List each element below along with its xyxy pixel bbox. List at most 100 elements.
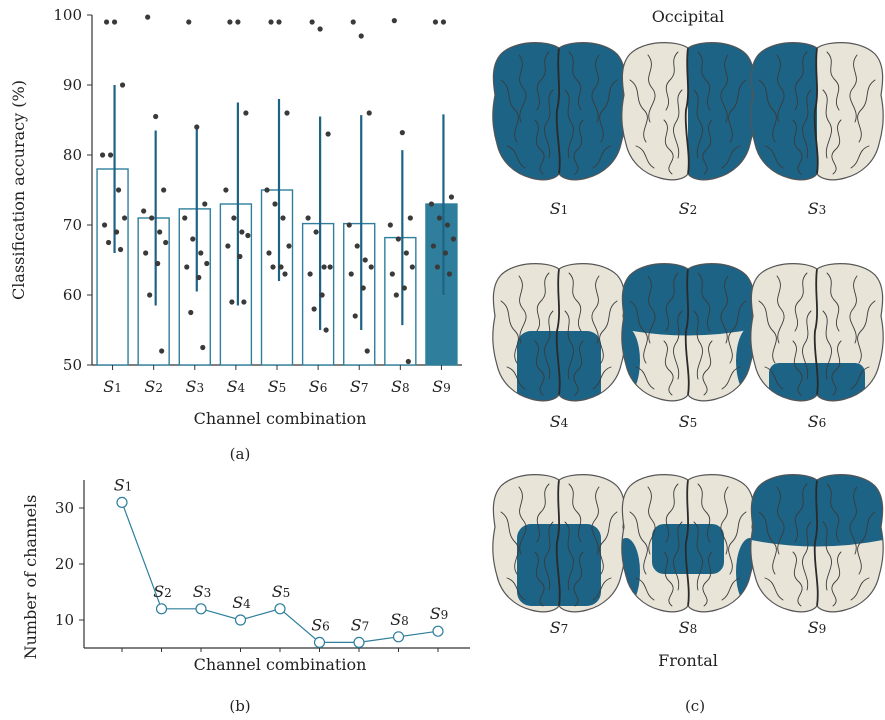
gyrus-line (635, 366, 655, 390)
gyrus-line (831, 551, 842, 607)
midline-fissure (555, 47, 561, 175)
x-tick-label: S2 (144, 377, 163, 396)
data-point (188, 309, 194, 316)
gyrus-line (506, 366, 526, 390)
data-point (430, 243, 437, 249)
line-point-s4 (234, 614, 247, 626)
midline-fissure (555, 268, 561, 396)
gyrus-line (849, 275, 858, 344)
x-tick-label: S4 (227, 377, 246, 396)
data-point (362, 257, 368, 263)
gyrus-line (721, 366, 741, 390)
y-tick-label: 20 (55, 555, 74, 573)
gyrus-line (544, 521, 554, 591)
gyrus-line (568, 272, 582, 332)
brain-montage-grid: Occipital Frontal (c) S1 S2 S3 S4 S5 S6 S7 S8 S9 (492, 7, 884, 715)
region-temporal-left (621, 327, 640, 395)
gyrus-line (849, 486, 858, 555)
data-point (432, 19, 439, 25)
gyrus-line (544, 89, 554, 159)
x-tick-label: S5 (268, 377, 287, 396)
data-point (282, 271, 288, 277)
data-point (149, 215, 155, 221)
data-point (395, 236, 401, 242)
brain-s8 (621, 474, 755, 613)
gyrus-line (534, 119, 545, 175)
data-point (237, 253, 243, 260)
gyrus-line (792, 119, 803, 175)
gyrus-line (536, 272, 550, 332)
data-point (190, 236, 196, 242)
line-point-s7 (353, 636, 365, 649)
gyrus-line (850, 577, 870, 601)
data-point (202, 201, 208, 207)
gyrus-line (534, 340, 545, 396)
point-label: S1 (114, 475, 133, 494)
data-point (111, 19, 118, 25)
midline-fissure (684, 47, 690, 175)
data-point (346, 222, 352, 228)
data-point (198, 250, 204, 256)
gyrus-line (564, 89, 574, 159)
gyrus-line (647, 486, 656, 555)
data-point (387, 222, 393, 228)
data-point (319, 292, 325, 298)
selected-regions (517, 524, 601, 606)
gyrus-line (506, 145, 526, 169)
region-left (492, 42, 559, 180)
data-point (391, 18, 397, 24)
data-point (225, 243, 231, 249)
region-right (559, 42, 626, 180)
gyrus-line (663, 551, 674, 607)
data-point (348, 271, 354, 277)
region-temporal-right (736, 538, 755, 606)
line-point-s1 (116, 496, 128, 508)
selected-regions (621, 524, 755, 606)
midline-fissure (555, 479, 561, 607)
gyrus-line (758, 300, 777, 364)
line-series (116, 496, 444, 649)
gyrus-line (728, 511, 747, 575)
gyrus-line (564, 521, 574, 591)
gyrus-line (850, 366, 870, 390)
gyrus-line (518, 486, 527, 555)
y-tick-label: 50 (63, 356, 82, 374)
line-point-s3 (195, 603, 207, 615)
data-point (350, 19, 356, 25)
data-point (264, 187, 270, 193)
data-point (266, 250, 272, 256)
gyrus-line (802, 521, 812, 591)
gyrus-line (592, 145, 612, 169)
y-tick-label: 80 (63, 146, 82, 164)
data-point (284, 110, 290, 116)
brain-s5 (621, 263, 755, 402)
error-bar-series (113, 85, 445, 330)
frontal-label: Frontal (658, 651, 718, 670)
selected-regions (492, 42, 626, 180)
gyrus-line (857, 511, 876, 575)
gyrus-line (792, 551, 803, 607)
data-point (223, 187, 229, 193)
x-axis-label: Channel combination (194, 655, 367, 674)
point-label: S5 (272, 582, 291, 601)
region-left (750, 42, 817, 180)
gyrus-line (629, 79, 648, 143)
brain-s3 (750, 42, 884, 181)
data-point (307, 271, 313, 277)
data-point (311, 306, 317, 312)
data-point (366, 110, 372, 116)
gyrus-line (857, 79, 876, 143)
gyrus-line (776, 486, 785, 555)
gyrus-line (564, 310, 574, 380)
gyrus-line (635, 145, 655, 169)
data-point (155, 260, 161, 267)
region-occipital-band (750, 474, 884, 547)
gyrus-line (720, 54, 729, 123)
point-label: S9 (430, 604, 449, 623)
x-tick-label: S8 (391, 377, 410, 396)
data-point (401, 285, 407, 291)
brain-s1 (492, 42, 626, 181)
gyrus-line (518, 54, 527, 123)
data-point (229, 299, 235, 305)
midline-fissure (813, 268, 819, 396)
